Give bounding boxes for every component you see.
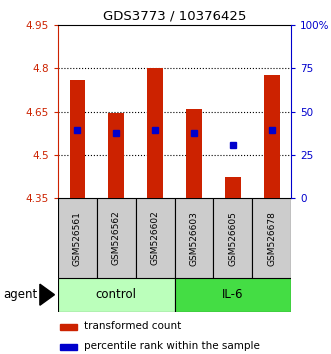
Bar	[58, 278, 175, 312]
Bar	[109, 113, 124, 198]
Title: GDS3773 / 10376425: GDS3773 / 10376425	[103, 9, 246, 22]
Bar	[175, 198, 213, 278]
Text: GSM526605: GSM526605	[228, 211, 237, 266]
Bar	[225, 177, 241, 198]
Text: GSM526562: GSM526562	[112, 211, 121, 266]
Bar	[175, 278, 291, 312]
Text: GSM526678: GSM526678	[267, 211, 276, 266]
Bar	[60, 344, 76, 350]
Bar	[252, 198, 291, 278]
Text: GSM526603: GSM526603	[190, 211, 199, 266]
Text: GSM526602: GSM526602	[151, 211, 160, 266]
Text: percentile rank within the sample: percentile rank within the sample	[84, 341, 260, 351]
Bar	[58, 198, 97, 278]
Text: agent: agent	[3, 288, 37, 301]
Bar	[264, 75, 280, 198]
Polygon shape	[40, 284, 54, 305]
Text: IL-6: IL-6	[222, 288, 244, 301]
Text: GSM526561: GSM526561	[73, 211, 82, 266]
Bar	[186, 109, 202, 198]
Bar	[136, 198, 175, 278]
Bar	[213, 198, 252, 278]
Text: transformed count: transformed count	[84, 321, 181, 331]
Bar	[70, 80, 85, 198]
Bar	[60, 324, 76, 330]
Text: control: control	[96, 288, 137, 301]
Bar	[147, 68, 163, 198]
Bar	[97, 198, 136, 278]
